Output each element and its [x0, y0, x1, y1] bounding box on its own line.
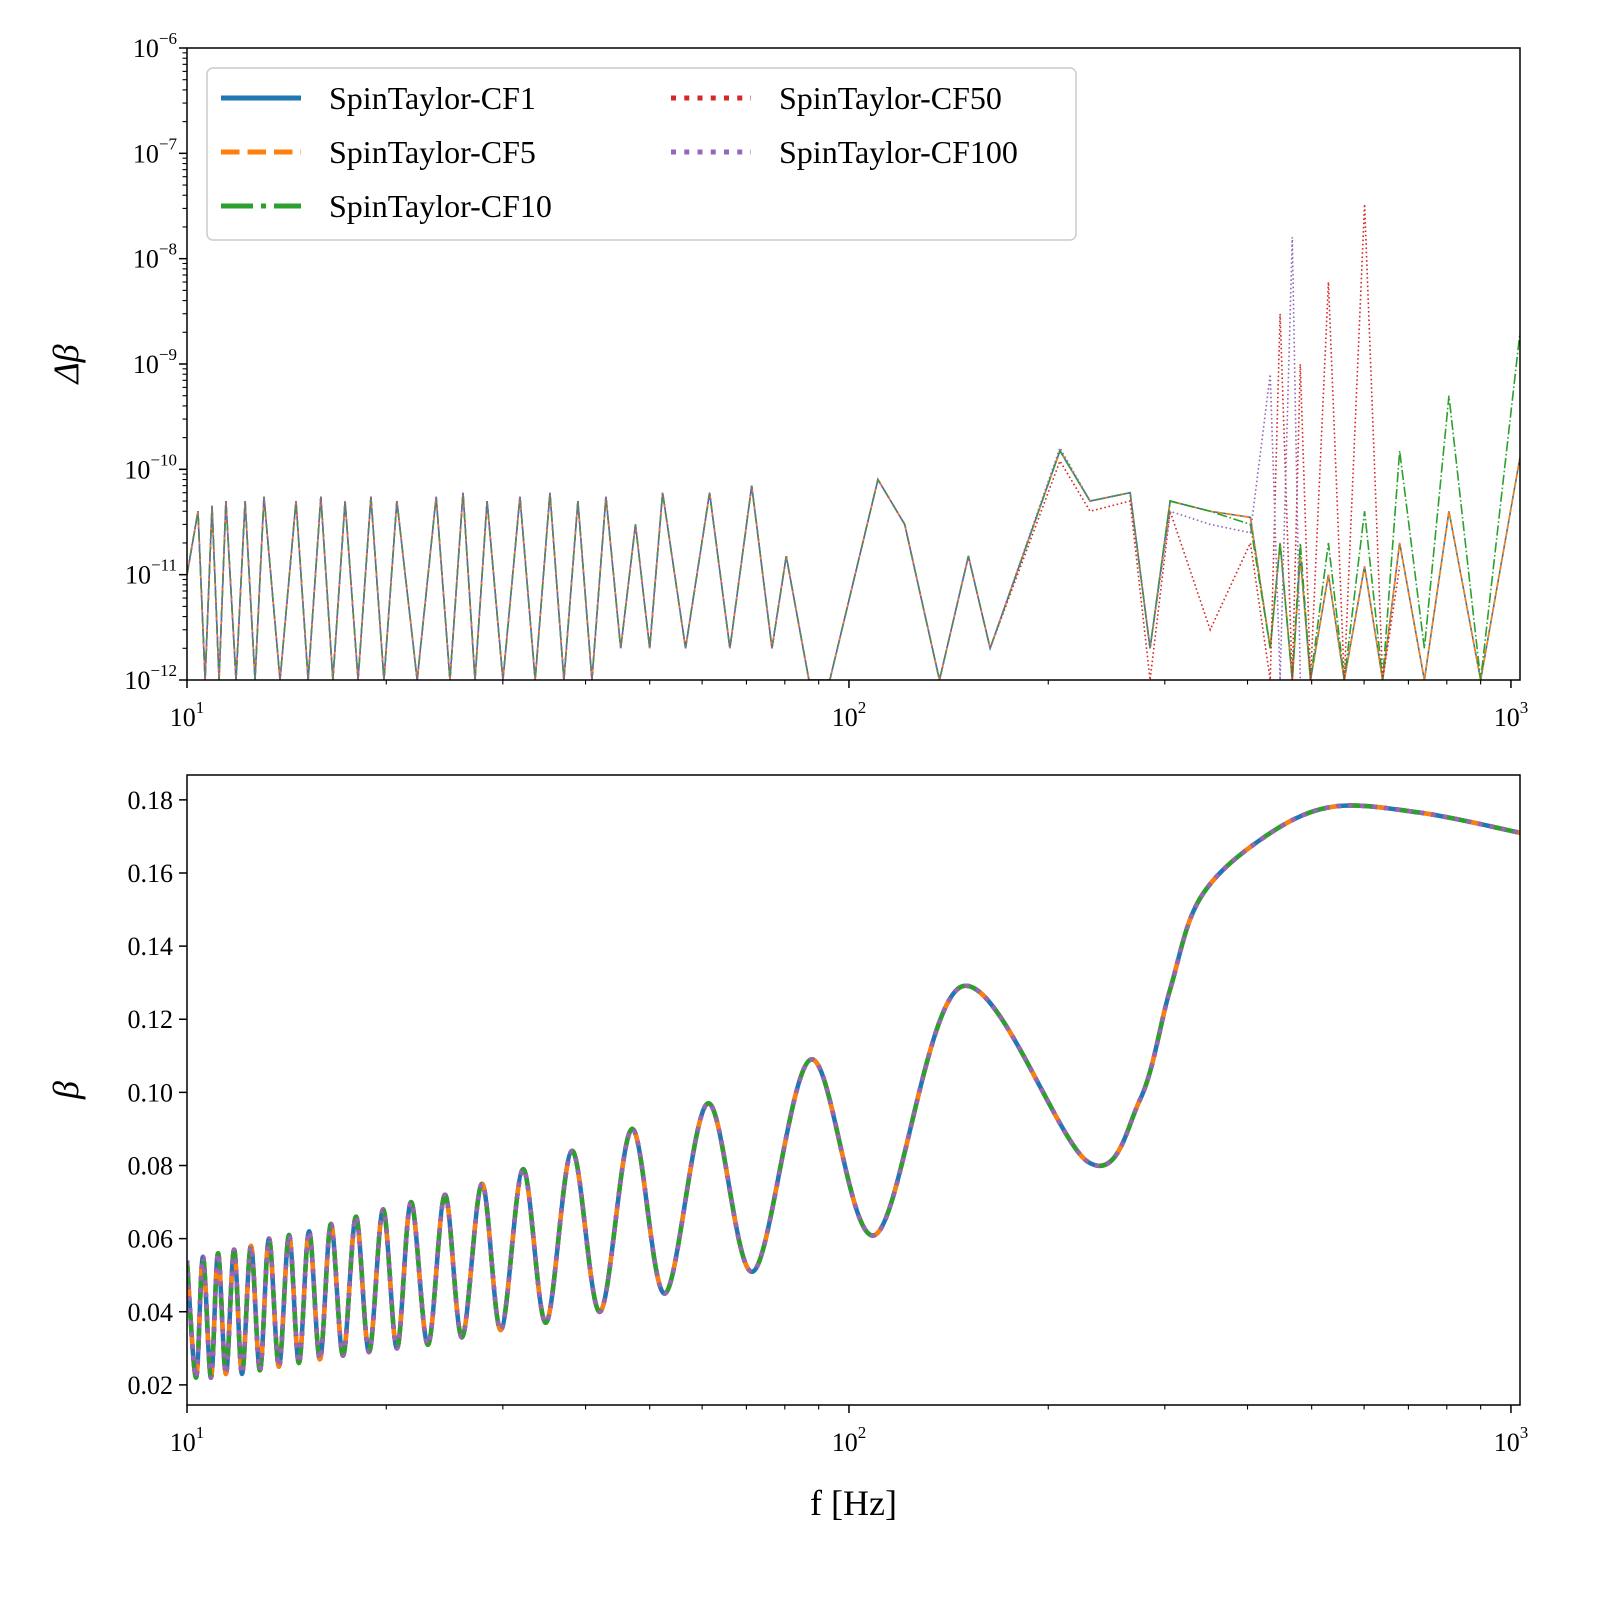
x-tick-label: 103 [1494, 698, 1529, 732]
y-tick-label: 0.18 [128, 786, 174, 815]
x-tick-exponent: 3 [1520, 1423, 1529, 1442]
y-tick-base: 10 [133, 245, 159, 274]
y-tick-label: 10−8 [133, 240, 177, 274]
axes-frame [186, 774, 1521, 1406]
y-tick-base: 10 [133, 139, 159, 168]
y-axis-label: β [46, 1081, 86, 1100]
x-tick-label: 102 [832, 1423, 867, 1457]
x-tick-base: 10 [832, 703, 858, 732]
x-tick-exponent: 1 [196, 698, 205, 717]
x-tick-base: 10 [1494, 1428, 1520, 1457]
x-tick-label: 102 [832, 698, 867, 732]
y-tick-exponent: −8 [159, 240, 177, 259]
y-tick-label: 10−12 [124, 661, 177, 695]
y-tick-base: 0.10 [128, 1078, 174, 1107]
y-tick-base: 10 [133, 34, 159, 63]
y-tick-label: 0.08 [128, 1152, 174, 1181]
y-tick-label: 0.12 [128, 1005, 174, 1034]
y-tick-label: 0.14 [128, 932, 174, 961]
series-line [187, 803, 1520, 1380]
y-tick-label: 10−9 [133, 345, 177, 379]
x-tick-exponent: 3 [1520, 698, 1529, 717]
y-tick-exponent: −12 [150, 661, 177, 680]
y-tick-base: 10 [133, 350, 159, 379]
y-tick-label: 10−6 [133, 29, 177, 63]
y-tick-base: 10 [124, 666, 150, 695]
x-tick-base: 10 [1494, 703, 1520, 732]
y-tick-exponent: −11 [151, 556, 177, 575]
legend-label: SpinTaylor-CF50 [779, 80, 1002, 116]
y-tick-exponent: −10 [150, 450, 177, 469]
x-tick-base: 10 [170, 1428, 196, 1457]
legend-label: SpinTaylor-CF100 [779, 134, 1018, 170]
x-tick-label: 101 [170, 1423, 205, 1457]
y-tick-label: 0.16 [128, 859, 174, 888]
series-line [187, 448, 1520, 680]
legend-label: SpinTaylor-CF1 [329, 80, 536, 116]
series-line [187, 332, 1520, 680]
x-tick-label: 101 [170, 698, 205, 732]
y-tick-label: 0.04 [128, 1298, 174, 1327]
legend-box [206, 67, 1077, 241]
y-tick-label: 10−11 [125, 556, 177, 590]
y-tick-base: 10 [125, 561, 151, 590]
x-tick-base: 10 [170, 703, 196, 732]
x-tick-exponent: 2 [858, 1423, 867, 1442]
y-axis-label: Δβ [46, 344, 86, 385]
legend-label: SpinTaylor-CF10 [329, 188, 552, 224]
y-tick-base: 10 [124, 455, 150, 484]
y-tick-label: 0.10 [128, 1078, 174, 1107]
x-tick-exponent: 2 [858, 698, 867, 717]
series-line [187, 237, 1302, 680]
y-tick-label: 10−7 [133, 134, 178, 168]
x-tick-exponent: 1 [196, 1423, 205, 1442]
x-axis-label: f [Hz] [810, 1483, 897, 1523]
y-tick-label: 0.06 [128, 1225, 174, 1254]
x-tick-label: 103 [1494, 1423, 1529, 1457]
legend-label: SpinTaylor-CF5 [329, 134, 536, 170]
y-tick-exponent: −7 [159, 134, 178, 153]
y-tick-label: 10−10 [124, 450, 177, 484]
y-tick-exponent: −6 [159, 29, 177, 48]
y-tick-exponent: −9 [159, 345, 177, 364]
x-tick-base: 10 [832, 1428, 858, 1457]
y-tick-label: 0.02 [128, 1371, 174, 1400]
